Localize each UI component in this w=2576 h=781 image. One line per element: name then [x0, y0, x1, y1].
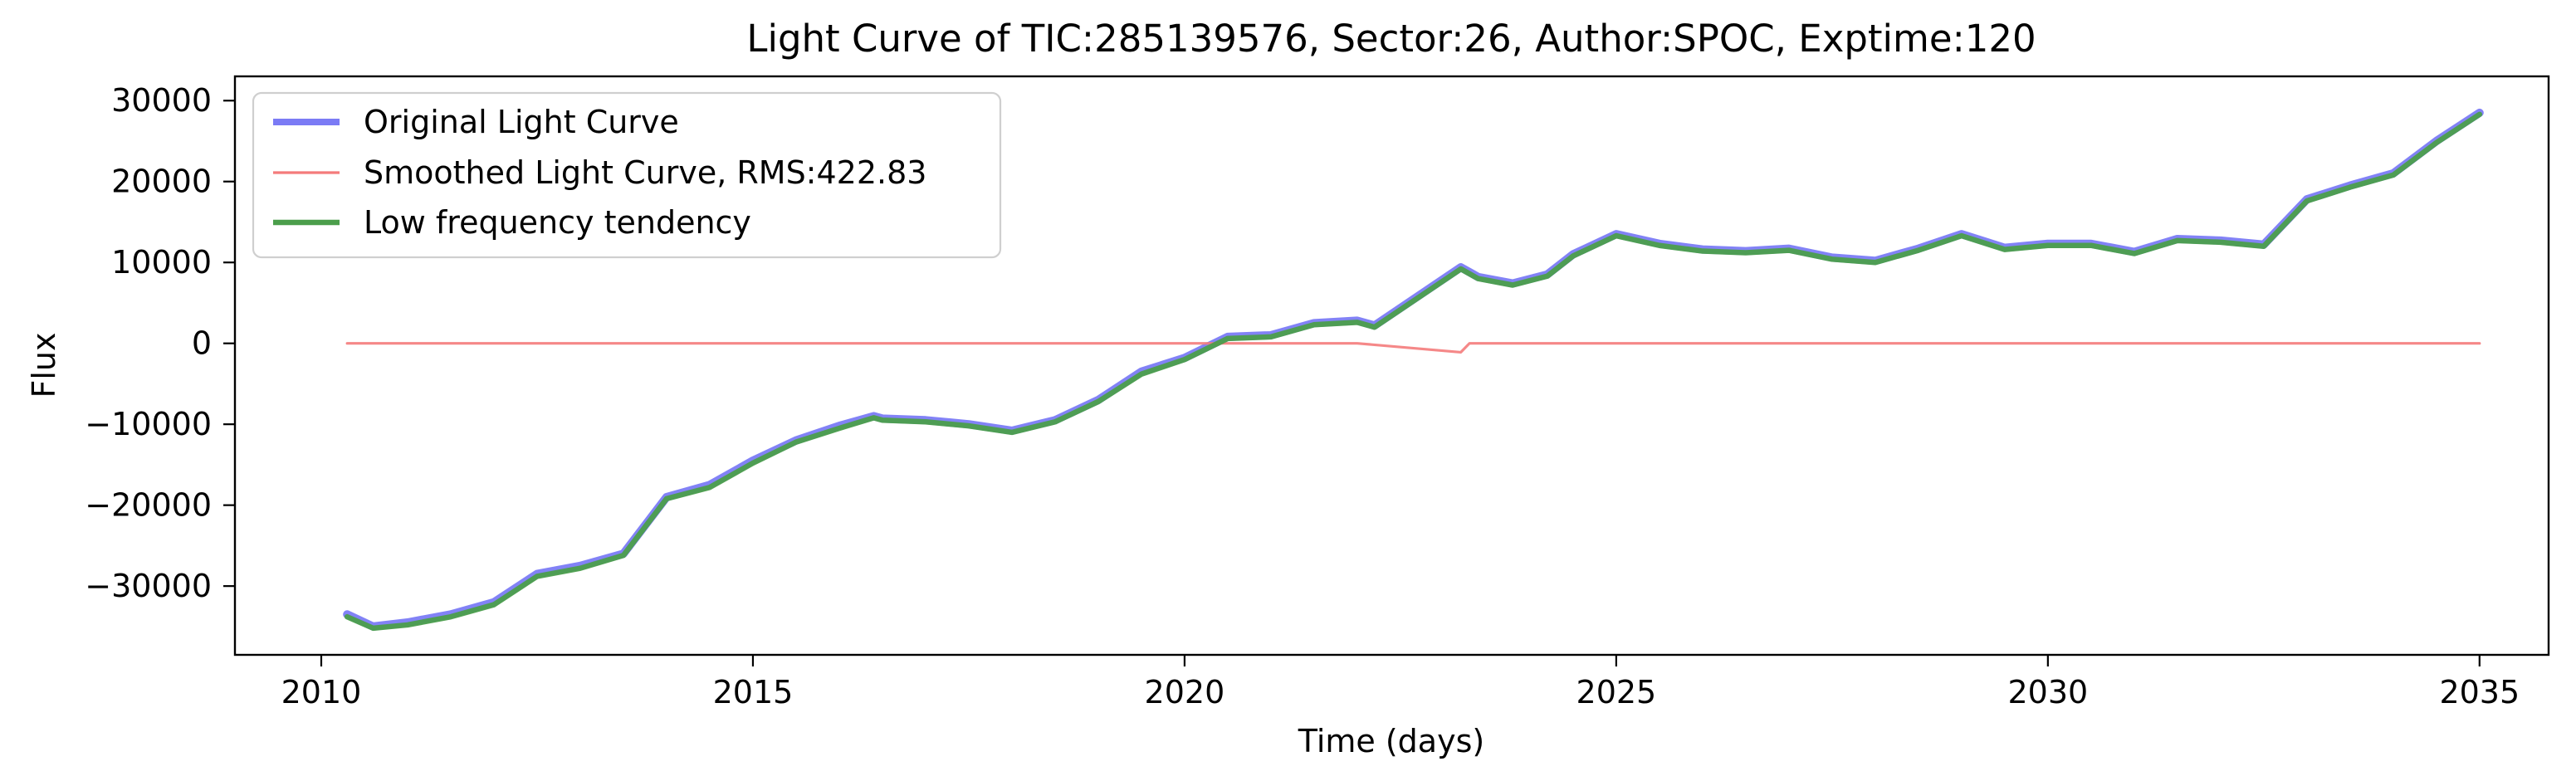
y-tick-label-10000: 10000 [111, 244, 212, 281]
x-tick-label-2025: 2025 [1576, 674, 1657, 710]
tick-layer: 2010 2015 2020 2025 2030 2035 −30000 −20000 −100… [85, 82, 2520, 710]
y-tick-label-30000: 30000 [111, 82, 212, 119]
x-tick-label-2030: 2030 [2007, 674, 2088, 710]
y-tick-label-−20000: −20000 [85, 487, 212, 524]
series-layer [343, 108, 2484, 632]
legend-box [252, 91, 1002, 259]
series-smoothed-light-curve [345, 342, 2481, 354]
y-axis-label: Flux [26, 333, 62, 398]
y-tick-label-−30000: −30000 [85, 568, 212, 604]
y-tick-label-0: 0 [192, 325, 212, 362]
legend-label-smoothed: Smoothed Light Curve, RMS:422.83 [364, 154, 926, 191]
x-axis-label: Time (days) [1298, 723, 1484, 759]
y-tick-label-20000: 20000 [111, 164, 212, 200]
x-tick-label-2035: 2035 [2439, 674, 2520, 710]
y-tick-label-−10000: −10000 [85, 406, 212, 442]
legend-label-tendency: Low frequency tendency [364, 204, 751, 241]
x-tick-label-2010: 2010 [281, 674, 362, 710]
legend: Original Light Curve Smoothed Light Curv… [252, 91, 1002, 259]
series-low-frequency-tendency [344, 111, 2483, 632]
x-tick-label-2020: 2020 [1145, 674, 1225, 710]
legend-label-original: Original Light Curve [364, 104, 679, 140]
chart-title: Light Curve of TIC:285139576, Sector:26,… [746, 17, 2036, 61]
x-tick-label-2015: 2015 [713, 674, 794, 710]
